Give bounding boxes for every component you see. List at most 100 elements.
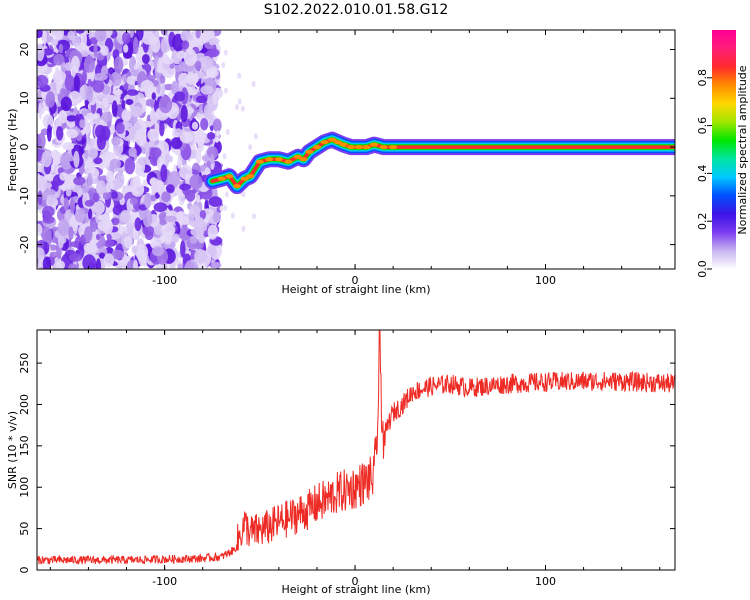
- snr-x-tick-label: 100: [535, 575, 556, 588]
- noise-blob: [126, 89, 139, 96]
- noise-blob: [208, 196, 223, 207]
- noise-blob: [215, 130, 220, 137]
- noise-blob: [207, 48, 220, 58]
- noise-blob: [135, 128, 147, 146]
- noise-blob: [194, 248, 207, 264]
- track-peak: [320, 140, 329, 145]
- noise-blob: [180, 30, 191, 42]
- noise-blob: [142, 179, 148, 189]
- noise-blob: [121, 99, 126, 109]
- noise-blob: [185, 189, 196, 202]
- track-peak: [313, 145, 321, 150]
- track-peak: [246, 174, 255, 179]
- track-peak: [379, 145, 388, 150]
- noise-blob: [59, 172, 68, 181]
- noise-blob: [219, 205, 224, 212]
- noise-blob: [55, 260, 65, 269]
- noise-blob: [94, 72, 108, 81]
- noise-blob: [209, 154, 215, 165]
- spectrogram-x-tick-label: -100: [152, 274, 177, 287]
- noise-blob: [157, 58, 163, 73]
- spectrogram-x-tick-label: 100: [535, 274, 556, 287]
- noise-blob: [94, 30, 107, 42]
- noise-blob: [159, 120, 165, 137]
- noise-blob: [37, 30, 44, 38]
- noise-blob: [53, 53, 65, 66]
- noise-blob: [84, 149, 89, 159]
- colorbar-ticks: 0.0 0.2 0.4 0.6 0.8: [696, 69, 712, 278]
- noise-blob: [129, 30, 134, 38]
- noise-blob: [205, 68, 219, 78]
- noise-blob: [37, 190, 43, 206]
- track-peak: [233, 184, 241, 189]
- noise-blob: [96, 233, 101, 241]
- noise-blob: [187, 89, 198, 96]
- noise-blob: [151, 246, 165, 257]
- noise-blob: [86, 112, 101, 120]
- noise-blob: [112, 232, 122, 240]
- snr-y-tick-label: 150: [18, 435, 31, 456]
- noise-blob: [137, 156, 150, 166]
- noise-blob: [142, 54, 150, 64]
- noise-blob: [106, 170, 115, 184]
- noise-blob: [88, 148, 98, 159]
- track-peak: [225, 174, 234, 179]
- spectrogram-y-axis-label: Frequency (Hz): [6, 109, 19, 192]
- figure-title: S102.2022.010.01.58.G12: [264, 2, 449, 18]
- noise-blob: [95, 180, 107, 195]
- noise-blob: [92, 79, 105, 93]
- noise-blob: [203, 154, 210, 163]
- track-peak: [305, 149, 314, 154]
- noise-blob: [190, 227, 205, 237]
- noise-blob: [189, 204, 201, 219]
- track-peak: [389, 145, 398, 150]
- noise-blob: [142, 225, 155, 236]
- noise-blob: [160, 164, 168, 183]
- noise-blob: [66, 115, 78, 122]
- noise-blob: [212, 211, 221, 223]
- noise-blob: [133, 37, 139, 55]
- snr-panel: -100 0 100 0 50 100 150 200 250 Height of straig…: [6, 329, 676, 596]
- noise-blob: [42, 30, 47, 46]
- spectrogram-track: [204, 131, 675, 195]
- noise-blob: [221, 62, 226, 68]
- noise-blob: [93, 157, 103, 165]
- noise-blob: [43, 182, 53, 189]
- noise-blob: [195, 148, 202, 164]
- noise-blob: [203, 104, 212, 120]
- track-peak: [293, 154, 302, 159]
- noise-blob: [248, 144, 253, 151]
- noise-blob: [150, 194, 156, 202]
- noise-blob: [83, 242, 98, 254]
- snr-x-tick-label: -100: [152, 575, 177, 588]
- noise-blob: [215, 136, 219, 143]
- noise-blob: [37, 175, 48, 194]
- noise-blob: [68, 253, 83, 262]
- noise-blob: [111, 100, 118, 117]
- noise-blob: [158, 212, 169, 226]
- noise-blob: [189, 236, 198, 244]
- noise-blob: [73, 150, 80, 168]
- noise-blob: [110, 217, 120, 226]
- noise-blob: [182, 158, 187, 166]
- noise-blob: [60, 96, 72, 112]
- noise-blob: [212, 118, 222, 133]
- noise-blob: [200, 118, 209, 131]
- colorbar-label: Normalized spectral amplitude: [736, 65, 749, 234]
- noise-blob: [177, 159, 182, 169]
- noise-blob: [41, 150, 52, 168]
- noise-blob: [41, 48, 54, 56]
- noise-blob: [207, 224, 218, 240]
- noise-blob: [58, 43, 64, 54]
- noise-blob: [196, 194, 201, 203]
- noise-blob: [171, 80, 179, 95]
- noise-blob: [52, 30, 64, 40]
- noise-blob: [145, 143, 150, 160]
- noise-blob: [223, 87, 228, 94]
- noise-blob: [69, 197, 75, 214]
- noise-blob: [189, 174, 203, 190]
- noise-blob: [84, 199, 94, 207]
- noise-blob: [181, 40, 190, 50]
- noise-blob: [100, 125, 111, 141]
